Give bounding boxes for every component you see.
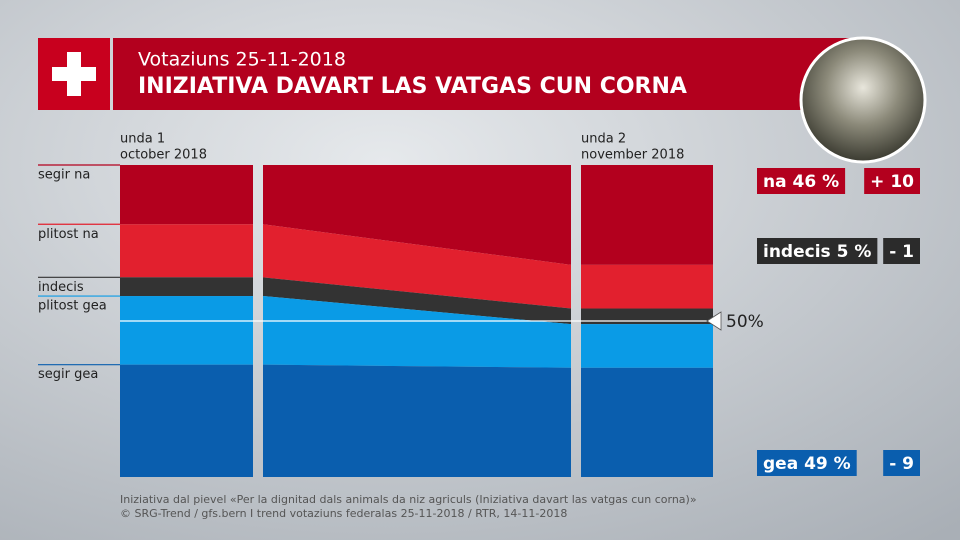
summary-name: indecis: [763, 242, 831, 262]
flag-cross: [52, 67, 96, 81]
summary-label: na 46 %: [763, 172, 839, 192]
change-box: [883, 238, 920, 264]
photo: [799, 36, 927, 164]
summary-label: indecis 5 %: [763, 242, 871, 262]
category-date: october 2018: [120, 148, 207, 163]
bar-segment: [581, 324, 713, 368]
category-label: unda 2: [581, 132, 626, 147]
change-label: - 1: [889, 242, 914, 262]
reference-marker: [706, 311, 722, 331]
bar-segment: [581, 165, 713, 265]
area-band: [263, 165, 571, 265]
summary-box: [757, 168, 846, 194]
bar-segment: [120, 224, 253, 278]
change-box: [864, 168, 920, 194]
category-date: november 2018: [581, 148, 684, 163]
category-label: unda 1: [120, 132, 165, 147]
footnote: Iniziativa dal pievel «Per la dignitad d…: [120, 493, 697, 506]
summary-box: [757, 238, 878, 264]
bar-segment: [120, 277, 253, 297]
summary-name: na: [763, 172, 787, 192]
bar-segment: [581, 264, 713, 309]
summary-value: 49 %: [804, 454, 851, 474]
change-box: [883, 450, 920, 476]
legend-label: plitost gea: [38, 299, 107, 314]
change-label: - 9: [889, 454, 914, 474]
area-band: [263, 224, 571, 309]
bar-segment: [581, 308, 713, 325]
summary-value: 5 %: [837, 242, 872, 262]
bar-segment: [120, 364, 253, 477]
summary-box: [757, 450, 857, 476]
legend-label: plitost na: [38, 227, 99, 242]
bar-segment: [120, 296, 253, 365]
area-band: [263, 296, 571, 368]
title: INIZIATIVA DAVART LAS VATGAS CUN CORNA: [138, 74, 687, 99]
legend-label: segir na: [38, 168, 90, 183]
legend-label: indecis: [38, 280, 84, 295]
footnote: © SRG-Trend / gfs.bern I trend votaziuns…: [120, 507, 567, 520]
bar-segment: [581, 367, 713, 477]
header-banner: [113, 38, 853, 110]
reference-label: 50%: [726, 312, 764, 332]
change-label: + 10: [870, 172, 914, 192]
area-band: [263, 277, 571, 325]
legend-label: segir gea: [38, 367, 98, 382]
bar-segment: [120, 165, 253, 225]
summary-name: gea: [763, 454, 798, 474]
summary-value: 46 %: [793, 172, 840, 192]
subtitle: Votaziuns 25-11-2018: [138, 49, 346, 71]
summary-label: gea 49 %: [763, 454, 851, 474]
area-band: [263, 364, 571, 477]
